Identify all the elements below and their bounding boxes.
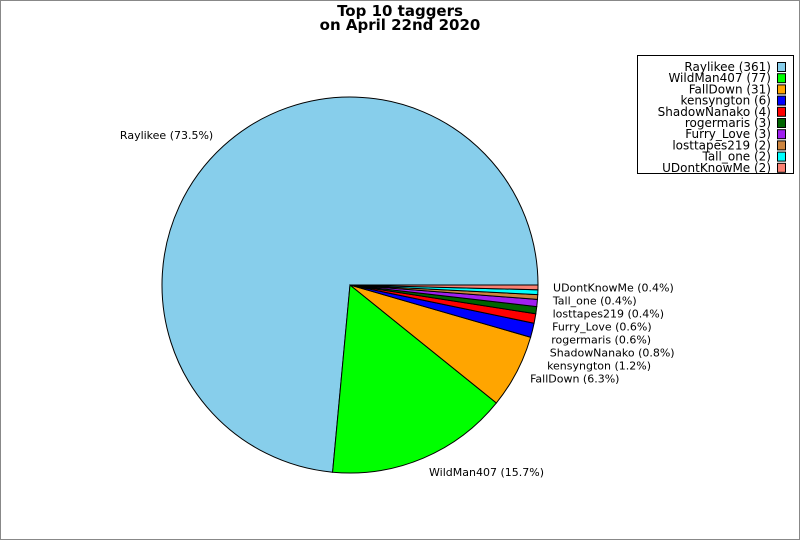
legend-label: Furry_Love (3)	[685, 127, 771, 141]
legend-label: ShadowNanako (4)	[658, 105, 771, 119]
legend-swatch	[777, 62, 786, 72]
legend-label: UDontKnowMe (2)	[662, 161, 771, 175]
legend-label: kensyngton (6)	[680, 94, 771, 108]
legend-label: rogermaris (3)	[685, 116, 771, 130]
slice-label: WildMan407 (15.7%)	[429, 466, 544, 479]
legend-swatch	[777, 84, 786, 95]
legend-swatch	[777, 106, 786, 117]
slice-label: Tall_one (0.4%)	[552, 295, 637, 308]
slice-label: UDontKnowMe (0.4%)	[553, 282, 674, 295]
legend-label: Raylikee (361)	[684, 60, 771, 74]
legend-swatch	[777, 140, 786, 151]
legend-label: FallDown (31)	[689, 82, 771, 96]
slice-label: ShadowNanako (0.8%)	[550, 347, 675, 360]
legend: Raylikee (361)WildMan407 (77)FallDown (3…	[637, 55, 794, 175]
legend-swatch	[777, 73, 786, 84]
legend-swatch	[777, 162, 786, 173]
slice-label: Furry_Love (0.6%)	[552, 321, 652, 334]
slice-label: Raylikee (73.5%)	[120, 129, 213, 142]
slice-label: kensyngton (1.2%)	[547, 360, 651, 373]
legend-label: Tall_one (2)	[701, 150, 771, 164]
slice-label: FallDown (6.3%)	[530, 373, 619, 386]
slice-label: rogermaris (0.6%)	[551, 334, 651, 347]
pie-slice-UDontKnowMe	[349, 284, 539, 291]
legend-label: WildMan407 (77)	[668, 71, 771, 85]
legend-label: losttapes219 (2)	[672, 138, 771, 152]
legend-swatch	[777, 95, 786, 106]
chart-title-line-1: Top 10 taggers	[337, 2, 463, 20]
legend-swatch	[777, 151, 786, 162]
legend-swatch	[777, 118, 786, 128]
slice-label: losttapes219 (0.4%)	[553, 308, 664, 321]
legend-swatch	[777, 129, 786, 140]
pie-slice-WildMan407	[332, 284, 498, 474]
chart-title-line-2: on April 22nd 2020	[319, 16, 481, 34]
